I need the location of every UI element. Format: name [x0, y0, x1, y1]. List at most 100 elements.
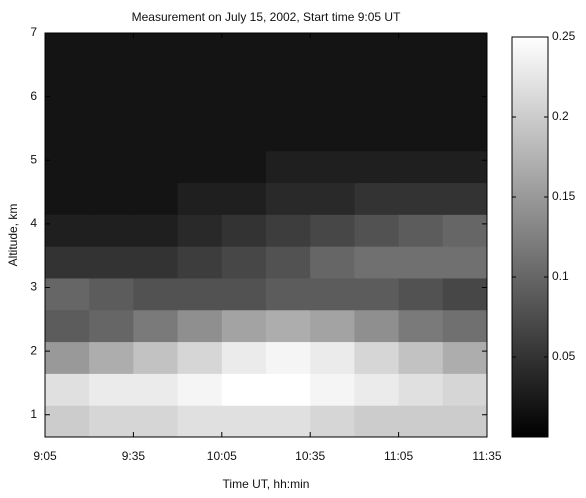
heat-cell — [398, 309, 444, 343]
heat-cell — [45, 373, 90, 406]
heat-cell — [354, 277, 400, 311]
heat-cell — [442, 150, 487, 184]
heat-cell — [398, 214, 444, 247]
heat-cell — [442, 33, 487, 56]
heat-cell — [354, 33, 400, 56]
heat-cell — [221, 118, 267, 152]
y-tick-label: 1 — [30, 407, 37, 421]
heat-cell — [398, 405, 444, 437]
y-tick-label: 3 — [30, 280, 37, 294]
heat-cell — [133, 373, 179, 406]
heat-cell — [266, 405, 311, 437]
heat-cell — [354, 214, 400, 247]
heat-cell — [442, 246, 487, 279]
heat-cell — [89, 309, 134, 343]
heat-cell — [266, 87, 311, 120]
heat-cell — [89, 150, 134, 184]
heat-cell — [221, 55, 267, 88]
heat-cell — [310, 87, 355, 120]
heat-cell — [310, 277, 355, 311]
heat-cell — [310, 182, 355, 215]
heat-cell — [133, 277, 179, 311]
heat-cell — [89, 87, 134, 120]
heat-cell — [310, 373, 355, 406]
heat-cell — [398, 341, 444, 374]
heat-cell — [45, 246, 90, 279]
heat-cell — [45, 214, 90, 247]
heat-cell — [177, 118, 223, 152]
heat-cell — [442, 373, 487, 406]
heat-cell — [45, 87, 90, 120]
heat-cell — [177, 87, 223, 120]
x-tick-label: 11:35 — [472, 449, 501, 463]
heat-cell — [442, 214, 487, 247]
x-axis-label: Time UT, hh:min — [223, 477, 310, 491]
heat-cell — [133, 309, 179, 343]
heat-cell — [310, 341, 355, 374]
heat-cell — [133, 341, 179, 374]
heat-cell — [442, 309, 487, 343]
heat-cell — [354, 373, 400, 406]
heat-cell — [354, 118, 400, 152]
chart-title: Measurement on July 15, 2002, Start time… — [132, 10, 401, 24]
heat-cell — [266, 214, 311, 247]
heat-cell — [221, 405, 267, 437]
heat-cell — [133, 33, 179, 56]
heat-cell — [266, 118, 311, 152]
heat-cell — [398, 33, 444, 56]
x-tick-label: 10:35 — [295, 449, 325, 463]
heat-cell — [221, 33, 267, 56]
x-tick-label: 10:05 — [207, 449, 237, 463]
heat-cell — [89, 341, 134, 374]
heat-cell — [398, 55, 444, 88]
y-tick-label: 2 — [30, 343, 37, 357]
colorbar-tick-label: 0.2 — [552, 109, 569, 123]
heat-cell — [398, 373, 444, 406]
heat-cell — [310, 405, 355, 437]
heat-cell — [398, 182, 444, 215]
heat-cell — [177, 33, 223, 56]
y-tick-label: 5 — [30, 152, 37, 166]
heat-cell — [177, 277, 223, 311]
heat-cell — [221, 182, 267, 215]
heat-cell — [45, 150, 90, 184]
heat-cell — [221, 214, 267, 247]
heat-cell — [266, 150, 311, 184]
heat-cell — [221, 277, 267, 311]
heat-cell — [45, 309, 90, 343]
colorbar-tick-label: 0.25 — [552, 29, 576, 43]
heat-cell — [266, 277, 311, 311]
heat-cell — [45, 118, 90, 152]
heat-cell — [177, 246, 223, 279]
heat-cell — [89, 118, 134, 152]
colorbar-tick-label: 0.05 — [552, 349, 576, 363]
heat-cell — [310, 214, 355, 247]
heat-cell — [354, 150, 400, 184]
heat-cell — [89, 373, 134, 406]
x-tick-label: 9:05 — [33, 449, 57, 463]
colorbar-tick-label: 0.15 — [552, 189, 576, 203]
heat-cell — [177, 55, 223, 88]
y-tick-label: 6 — [30, 89, 37, 103]
heat-cell — [398, 277, 444, 311]
heat-cell — [177, 405, 223, 437]
heat-cell — [89, 405, 134, 437]
heat-cell — [89, 182, 134, 215]
heat-cell — [398, 246, 444, 279]
heat-cell — [354, 246, 400, 279]
heat-cell — [310, 118, 355, 152]
y-tick-label: 7 — [30, 25, 37, 39]
heat-cell — [442, 277, 487, 311]
heat-cell — [89, 55, 134, 88]
heat-cell — [266, 246, 311, 279]
heat-cell — [354, 309, 400, 343]
plot-frame — [44, 32, 488, 438]
heat-cell — [133, 118, 179, 152]
heat-cell — [177, 182, 223, 215]
heat-cell — [177, 309, 223, 343]
heat-cell — [354, 55, 400, 88]
heat-cell — [45, 55, 90, 88]
colorbar — [511, 36, 549, 438]
heat-cell — [310, 150, 355, 184]
heat-cell — [310, 309, 355, 343]
